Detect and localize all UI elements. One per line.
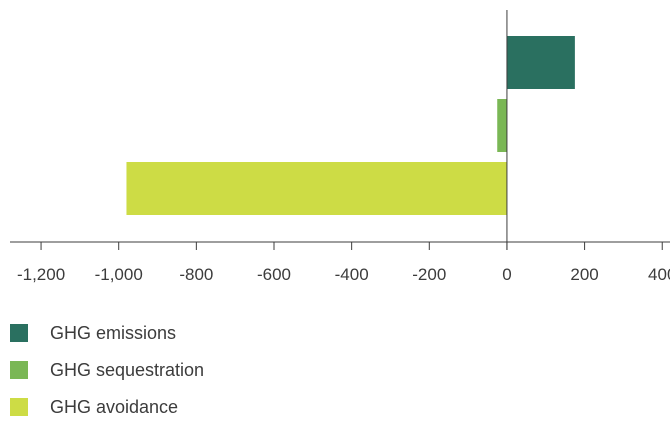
legend-item: GHG emissions <box>10 319 204 347</box>
bar-chart: -1,200 -1,000 -800 -600 -400 -200 0 200 400 <box>10 10 670 284</box>
bar-ghg-emissions <box>506 36 575 89</box>
legend: GHG emissions GHG sequestration GHG avoida… <box>10 319 204 430</box>
x-tick-label: 0 <box>502 265 511 284</box>
x-tick-label: 400 <box>648 265 670 284</box>
legend-label: GHG avoidance <box>50 396 179 417</box>
x-tick-label: -800 <box>179 265 213 284</box>
bar-ghg-sequestration <box>497 99 507 152</box>
x-tick-label: -1,000 <box>95 265 143 284</box>
x-axis-ticks: -1,200 -1,000 -800 -600 -400 -200 0 200 400 <box>17 242 670 284</box>
x-tick-label: -600 <box>257 265 291 284</box>
legend-item: GHG avoidance <box>10 393 204 421</box>
legend-swatch <box>10 324 28 342</box>
x-tick-label: 200 <box>570 265 598 284</box>
x-tick-label: -400 <box>335 265 369 284</box>
legend-label: GHG sequestration <box>50 359 205 380</box>
bars-group <box>126 36 575 215</box>
legend-swatch <box>10 398 28 416</box>
x-tick-label: -1,200 <box>17 265 65 284</box>
x-tick-label: -200 <box>412 265 446 284</box>
legend-swatch <box>10 361 28 379</box>
bar-ghg-avoidance <box>126 162 507 215</box>
legend-item: GHG sequestration <box>10 356 204 384</box>
legend-label: GHG emissions <box>50 322 177 343</box>
